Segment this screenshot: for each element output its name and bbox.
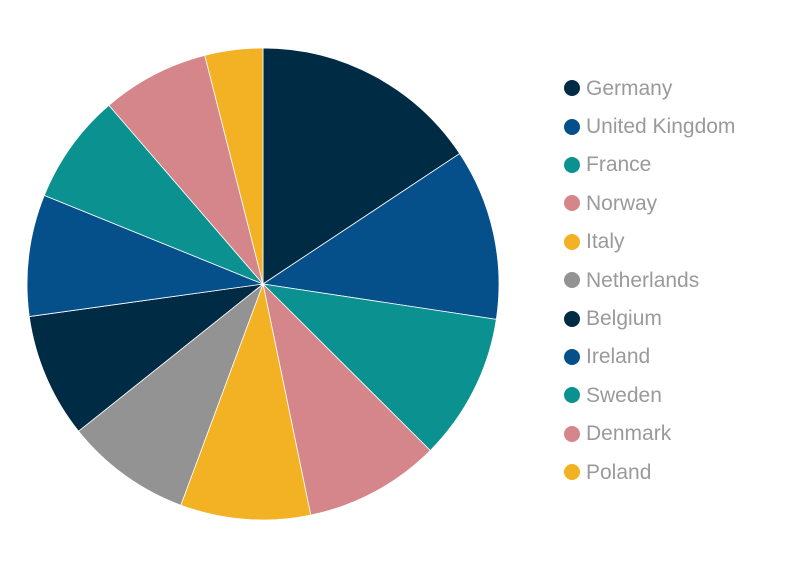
- pie-slice-belgium: [28, 283, 265, 432]
- legend-label: Netherlands: [586, 268, 700, 292]
- legend-swatch-icon: [564, 464, 580, 481]
- legend-item-france: France: [564, 146, 779, 184]
- legend: Germany United Kingdom France Norway Italy Ne…: [564, 69, 779, 491]
- pie-slice-france: [261, 283, 497, 452]
- pie-slice-ireland: [26, 194, 265, 318]
- legend-item-norway: Norway: [564, 184, 779, 222]
- legend-item-ireland: Ireland: [564, 338, 779, 376]
- pie-slice-germany: [262, 47, 461, 285]
- legend-label: Poland: [586, 460, 652, 484]
- legend-item-poland: Poland: [564, 453, 779, 491]
- legend-item-italy: Italy: [564, 223, 779, 261]
- legend-item-united-kingdom: United Kingdom: [564, 107, 779, 145]
- legend-swatch-icon: [564, 195, 580, 212]
- legend-label: Norway: [586, 191, 658, 215]
- legend-item-sweden: Sweden: [564, 376, 779, 414]
- pie-slice-sweden: [43, 104, 264, 285]
- pie-slice-denmark: [108, 54, 264, 285]
- legend-label: United Kingdom: [586, 115, 736, 139]
- legend-label: Belgium: [586, 307, 662, 331]
- pie-slice-poland: [204, 47, 264, 285]
- legend-swatch-icon: [564, 118, 580, 135]
- legend-swatch-icon: [564, 425, 580, 442]
- pie-slice-united-kingdom: [261, 153, 500, 320]
- legend-item-germany: Germany: [564, 69, 779, 107]
- legend-label: Denmark: [586, 422, 672, 446]
- pie-slice-netherlands: [77, 282, 264, 506]
- legend-swatch-icon: [564, 348, 580, 365]
- legend-label: Sweden: [586, 383, 662, 407]
- legend-label: Italy: [586, 230, 625, 254]
- legend-item-belgium: Belgium: [564, 299, 779, 337]
- pie-slice-norway: [262, 282, 431, 516]
- legend-swatch-icon: [564, 272, 580, 289]
- legend-label: Germany: [586, 76, 673, 100]
- legend-item-denmark: Denmark: [564, 415, 779, 453]
- legend-swatch-icon: [564, 156, 580, 173]
- legend-swatch-icon: [564, 310, 580, 327]
- legend-label: Ireland: [586, 345, 651, 369]
- legend-swatch-icon: [564, 233, 580, 250]
- pie-slice-italy: [180, 282, 312, 521]
- legend-label: France: [586, 153, 652, 177]
- legend-item-netherlands: Netherlands: [564, 261, 779, 299]
- legend-swatch-icon: [564, 80, 580, 97]
- legend-swatch-icon: [564, 387, 580, 404]
